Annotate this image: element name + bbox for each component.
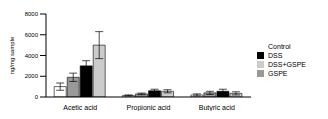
svg-text:6000: 6000 (25, 32, 39, 38)
svg-text:2000: 2000 (25, 73, 39, 79)
svg-text:Acetic acid: Acetic acid (63, 104, 97, 111)
svg-text:4000: 4000 (25, 53, 39, 59)
svg-text:0: 0 (35, 94, 39, 100)
html-text:DSS+GSPE: DSS+GSPE (268, 60, 306, 68)
svg-text:8000: 8000 (25, 11, 39, 17)
svg-text:Propionic acid: Propionic acid (127, 104, 171, 111)
html-text:Control: Control (268, 42, 291, 50)
html-text:DSS: DSS (268, 51, 283, 59)
html-text:GSPE: GSPE (268, 69, 288, 77)
svg-text:ng/mg sample: ng/mg sample (9, 36, 15, 74)
svg-text:Butyric acid: Butyric acid (199, 104, 235, 111)
